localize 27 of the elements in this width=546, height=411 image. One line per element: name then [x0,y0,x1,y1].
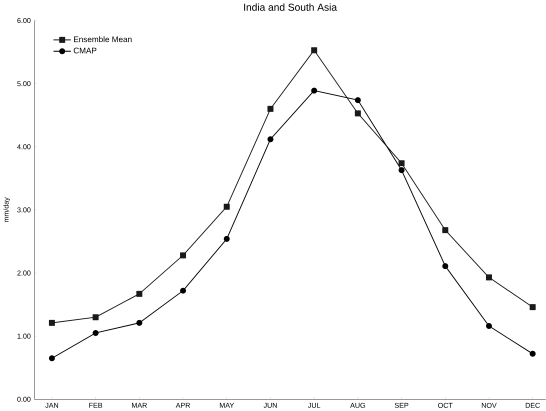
point [311,87,318,94]
point [354,110,361,116]
point [267,106,274,112]
point [48,320,55,326]
point [398,167,405,174]
point [354,96,361,103]
point [486,274,492,280]
point [136,290,142,297]
point [180,252,186,258]
point [530,304,536,310]
point [224,204,230,210]
point [92,314,99,320]
point [136,320,142,326]
point [442,262,448,269]
point [267,136,274,142]
point [311,47,318,54]
point [530,350,536,357]
legend-label: CMAP [74,48,96,54]
point [180,288,186,294]
point [442,226,448,233]
point [92,330,99,336]
legend-label: Ensemble Mean [74,36,132,42]
point [48,355,55,362]
point [398,160,405,166]
chart-title: India and South Asia [244,3,338,11]
point [486,322,492,329]
point [224,236,230,242]
